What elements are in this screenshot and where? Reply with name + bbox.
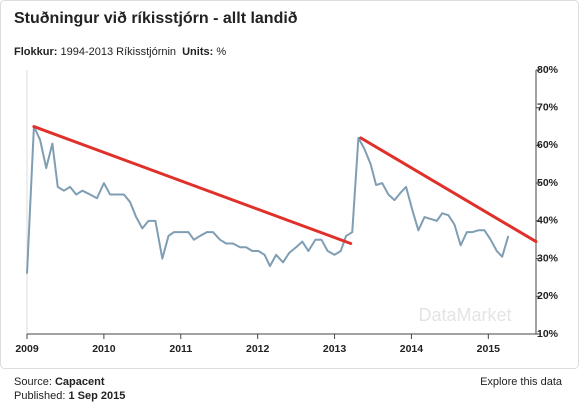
units: % bbox=[216, 46, 226, 58]
y-tick-label: 30% bbox=[537, 252, 559, 264]
chart-title: Stuðningur við ríkisstjórn - allt landið bbox=[14, 10, 298, 27]
y-tick-label: 50% bbox=[537, 177, 559, 189]
y-tick-label: 60% bbox=[537, 139, 559, 151]
y-tick-label: 10% bbox=[537, 328, 559, 340]
x-tick-label: 2013 bbox=[323, 343, 347, 355]
data-line bbox=[26, 125, 510, 274]
y-tick-label: 40% bbox=[537, 215, 559, 227]
published: Published: 1 Sep 2015 bbox=[14, 390, 125, 402]
x-tick-label: 2015 bbox=[477, 343, 501, 355]
published-value: 1 Sep 2015 bbox=[68, 390, 125, 402]
source: Source: Capacent bbox=[14, 376, 105, 388]
x-tick-label: 2010 bbox=[92, 343, 116, 355]
x-tick-label: 2012 bbox=[246, 343, 270, 355]
published-label: Published: bbox=[14, 390, 65, 402]
chart-subtitle: Flokkur: 1994-2013 Ríkisstjórnin Units: … bbox=[14, 46, 226, 58]
watermark: DataMarket bbox=[418, 305, 511, 325]
units-label: Units: bbox=[182, 46, 213, 58]
source-value: Capacent bbox=[55, 376, 105, 388]
y-tick-label: 80% bbox=[537, 64, 559, 76]
x-tick-label: 2014 bbox=[400, 343, 424, 355]
x-tick-label: 2011 bbox=[169, 343, 192, 355]
category: 1994-2013 Ríkisstjórnin bbox=[60, 46, 176, 58]
explore-link[interactable]: Explore this data bbox=[480, 376, 563, 388]
x-tick-label: 2009 bbox=[15, 343, 39, 355]
y-tick-label: 20% bbox=[537, 290, 559, 302]
trend-line bbox=[359, 136, 538, 244]
source-label: Source: bbox=[14, 376, 52, 388]
trend-line bbox=[32, 125, 353, 245]
category-label: Flokkur: bbox=[14, 46, 57, 58]
y-tick-label: 70% bbox=[537, 101, 559, 113]
